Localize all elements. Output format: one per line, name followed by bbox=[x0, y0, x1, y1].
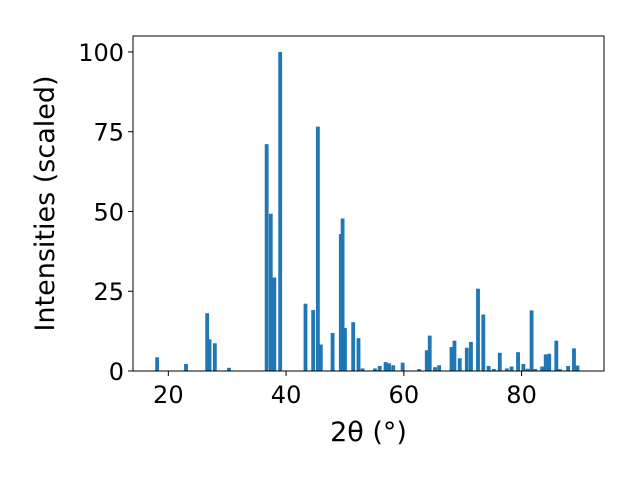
bar bbox=[351, 322, 356, 371]
bar bbox=[433, 367, 437, 371]
bar bbox=[272, 277, 277, 371]
bar bbox=[343, 327, 347, 371]
bar bbox=[469, 341, 473, 371]
bar bbox=[529, 310, 534, 371]
bars-group bbox=[155, 51, 580, 371]
bar bbox=[207, 339, 212, 371]
bar bbox=[449, 347, 454, 371]
y-tick-label: 0 bbox=[109, 358, 124, 386]
bar bbox=[318, 344, 323, 371]
bar bbox=[572, 348, 576, 371]
bar bbox=[311, 310, 316, 371]
bar bbox=[377, 365, 382, 371]
y-axis-label: Intensities (scaled) bbox=[30, 75, 61, 331]
bar bbox=[278, 51, 283, 371]
bar bbox=[543, 354, 548, 371]
bar bbox=[554, 340, 559, 371]
bar bbox=[547, 353, 552, 371]
bar bbox=[360, 368, 365, 371]
x-axis-label: 2θ (°) bbox=[330, 417, 407, 448]
x-axis-ticks: 20 40 60 80 bbox=[153, 371, 537, 409]
bar bbox=[481, 314, 486, 371]
bar bbox=[575, 365, 580, 371]
bar bbox=[417, 369, 422, 371]
bar bbox=[557, 369, 562, 371]
bar bbox=[330, 333, 335, 371]
y-axis-ticks: 0 25 50 75 100 bbox=[78, 39, 133, 386]
bar bbox=[437, 365, 442, 371]
bar bbox=[212, 343, 217, 371]
bar bbox=[540, 366, 545, 371]
bar bbox=[356, 338, 361, 371]
bar bbox=[373, 368, 377, 371]
bar bbox=[521, 363, 526, 371]
bar bbox=[264, 144, 269, 371]
bar bbox=[491, 369, 496, 371]
axes-frame bbox=[132, 35, 605, 372]
bar bbox=[464, 347, 469, 371]
bar bbox=[427, 335, 432, 371]
bar bbox=[457, 358, 462, 371]
bar bbox=[205, 313, 210, 371]
bar bbox=[184, 363, 188, 371]
y-tick-label: 100 bbox=[78, 39, 124, 67]
bar bbox=[400, 362, 405, 371]
bar bbox=[516, 352, 520, 371]
y-tick-label: 25 bbox=[93, 278, 124, 306]
bar bbox=[566, 365, 570, 371]
bar bbox=[227, 367, 231, 371]
x-tick-label: 80 bbox=[506, 381, 537, 409]
bar bbox=[315, 126, 320, 371]
bar bbox=[525, 368, 530, 371]
y-tick-label: 75 bbox=[93, 119, 124, 147]
bar bbox=[486, 365, 491, 371]
x-tick-label: 20 bbox=[153, 381, 184, 409]
bar bbox=[155, 357, 160, 371]
bar bbox=[533, 369, 538, 371]
bar bbox=[387, 363, 392, 371]
x-tick-label: 60 bbox=[389, 381, 420, 409]
y-tick-label: 50 bbox=[93, 198, 124, 226]
bar bbox=[391, 365, 396, 371]
bar bbox=[497, 352, 502, 371]
bar bbox=[340, 218, 345, 371]
bar bbox=[268, 213, 273, 371]
bar bbox=[303, 303, 308, 371]
bar bbox=[424, 350, 429, 371]
bar bbox=[383, 362, 388, 371]
bar bbox=[452, 340, 457, 371]
bar bbox=[476, 288, 480, 371]
bar bbox=[509, 366, 514, 371]
bar bbox=[504, 368, 509, 371]
x-tick-label: 40 bbox=[271, 381, 302, 409]
